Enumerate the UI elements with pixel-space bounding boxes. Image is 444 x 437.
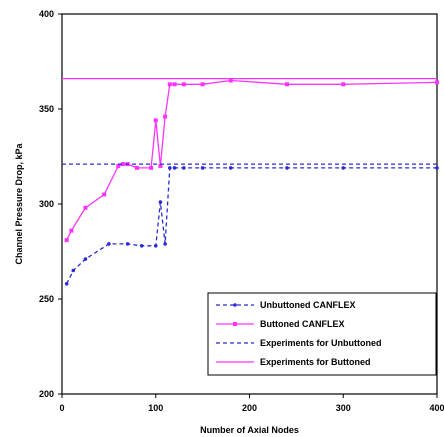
data-point [83,257,88,261]
data-point [139,244,144,248]
data-point [172,166,177,170]
data-point [64,282,69,286]
legend-label: Experiments for Unbuttoned [260,338,382,348]
data-point [181,82,186,87]
data-point [435,166,439,170]
data-point [158,200,163,204]
legend-marker [233,322,237,326]
data-point [167,82,172,87]
data-point [153,244,158,248]
axes: 200 250 300 350 400 0 100 200 300 400 [39,9,444,413]
series-layer [62,77,439,286]
legend-entry: Buttoned CANFLEX [216,319,345,329]
data-point [125,242,130,246]
data-point [163,242,167,246]
data-point [228,166,233,170]
x-tick-label: 400 [429,403,444,413]
data-point [200,82,205,87]
data-point [120,162,125,167]
y-tick-label: 300 [39,199,54,209]
data-point [435,80,439,85]
data-point [71,268,76,273]
y-tick-label: 400 [39,9,54,19]
data-point [102,192,107,197]
legend-entry: Experiments for Unbuttoned [216,338,382,348]
data-point [341,82,346,87]
series-1 [64,166,439,286]
legend-box [207,292,437,376]
data-point [228,78,233,83]
data-point [135,165,139,170]
data-point [149,165,154,170]
data-point [163,114,168,119]
data-point [341,166,346,170]
data-point [116,164,121,168]
x-tick-label: 0 [59,403,64,413]
y-axis-title: Channel Pressure Drop, kPa [14,142,24,264]
legend-label: Unbuttoned CANFLEX [260,300,355,310]
series-line [66,79,438,241]
data-point [200,166,205,170]
x-tick-label: 100 [148,403,163,413]
data-point [158,164,163,168]
data-point [83,205,88,210]
data-point [69,228,74,233]
y-tick-label: 350 [39,104,54,114]
data-point [182,166,186,170]
data-point [168,166,172,170]
legend-marker [233,303,237,307]
data-point [172,82,177,87]
x-tick-label: 200 [242,403,257,413]
data-point [64,238,69,243]
legend-entry: Experiments for Buttoned [216,357,371,367]
y-tick-label: 200 [39,389,54,399]
data-point [285,166,289,170]
legend-label: Buttoned CANFLEX [260,319,345,329]
x-tick-label: 300 [336,403,351,413]
data-point [285,82,289,87]
legend: Unbuttoned CANFLEX Buttoned CANFLEX Experi… [207,292,437,376]
data-point [153,118,158,123]
y-tick-label: 250 [39,294,54,304]
data-point [107,242,111,246]
x-axis-title: Number of Axial Nodes [200,425,299,435]
legend-label: Experiments for Buttoned [260,357,371,367]
legend-entry: Unbuttoned CANFLEX [216,300,355,310]
